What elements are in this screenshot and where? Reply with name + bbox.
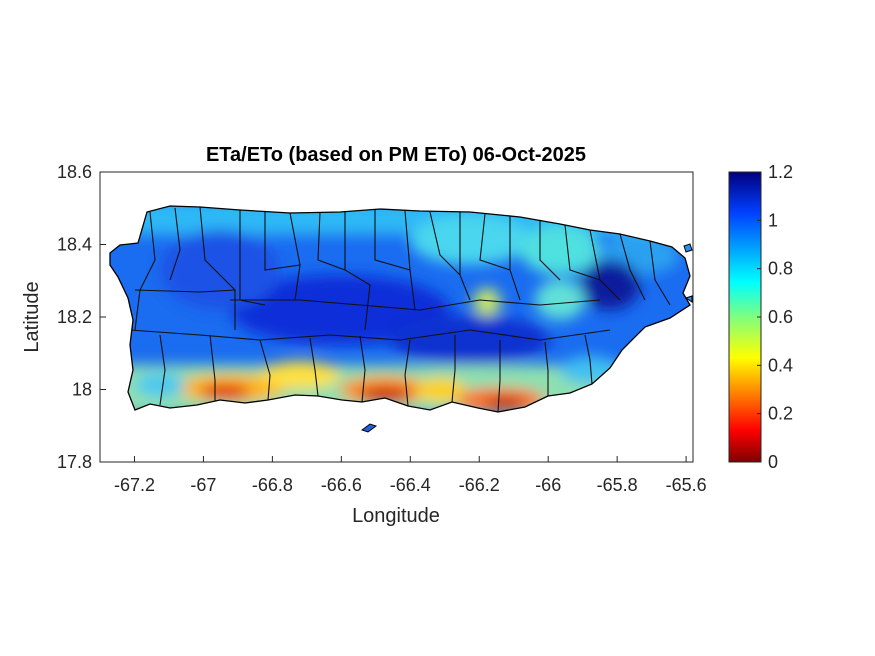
x-axis-label: Longitude <box>352 505 440 527</box>
y-tick-label: 18.4 <box>57 235 92 255</box>
map-title: ETa/ETo (based on PM ETo) 06-Oct-2025 <box>206 144 586 166</box>
x-tick-label: -66.6 <box>321 475 362 495</box>
islet-east <box>683 243 693 253</box>
x-axis-ticks: -67.2 -67 -66.8 -66.6 -66.4 -66.2 -66 -65.8 -65.… <box>114 456 707 495</box>
x-tick-label: -66.8 <box>252 475 293 495</box>
colorbar-tick-label: 0.8 <box>768 259 793 279</box>
colorbar-ticks: 1.2 1 0.8 0.6 0.4 0.2 0 <box>757 162 793 472</box>
municipal-boundaries <box>129 206 671 412</box>
x-tick-label: -67.2 <box>114 475 155 495</box>
colorbar-tick-label: 0.6 <box>768 307 793 327</box>
x-tick-label: -67 <box>190 475 216 495</box>
x-tick-label: -66.2 <box>459 475 500 495</box>
x-tick-label: -66.4 <box>390 475 431 495</box>
y-tick-label: 18.2 <box>57 307 92 327</box>
y-axis-ticks: 18.6 18.4 18.2 18 17.8 <box>57 162 106 472</box>
colorbar-tick-label: 0.4 <box>768 355 793 375</box>
x-tick-label: -65.8 <box>597 475 638 495</box>
colorbar-tick-label: 1 <box>768 210 778 230</box>
colorbar <box>728 171 762 463</box>
y-tick-label: 18 <box>72 380 92 400</box>
colorbar-tick-label: 0.2 <box>768 404 793 424</box>
y-axis-label: Latitude <box>21 281 43 352</box>
colorbar-tick-label: 0 <box>768 452 778 472</box>
colorbar-tick-label: 1.2 <box>768 162 793 182</box>
puerto-rico-eta-field <box>109 205 693 433</box>
x-tick-label: -65.6 <box>666 475 707 495</box>
y-tick-label: 18.6 <box>57 162 92 182</box>
y-tick-label: 17.8 <box>57 452 92 472</box>
x-tick-label: -66 <box>535 475 561 495</box>
islet-east-2 <box>684 295 693 303</box>
coastline <box>109 205 691 413</box>
islet-caja-de-muertos <box>360 423 378 433</box>
